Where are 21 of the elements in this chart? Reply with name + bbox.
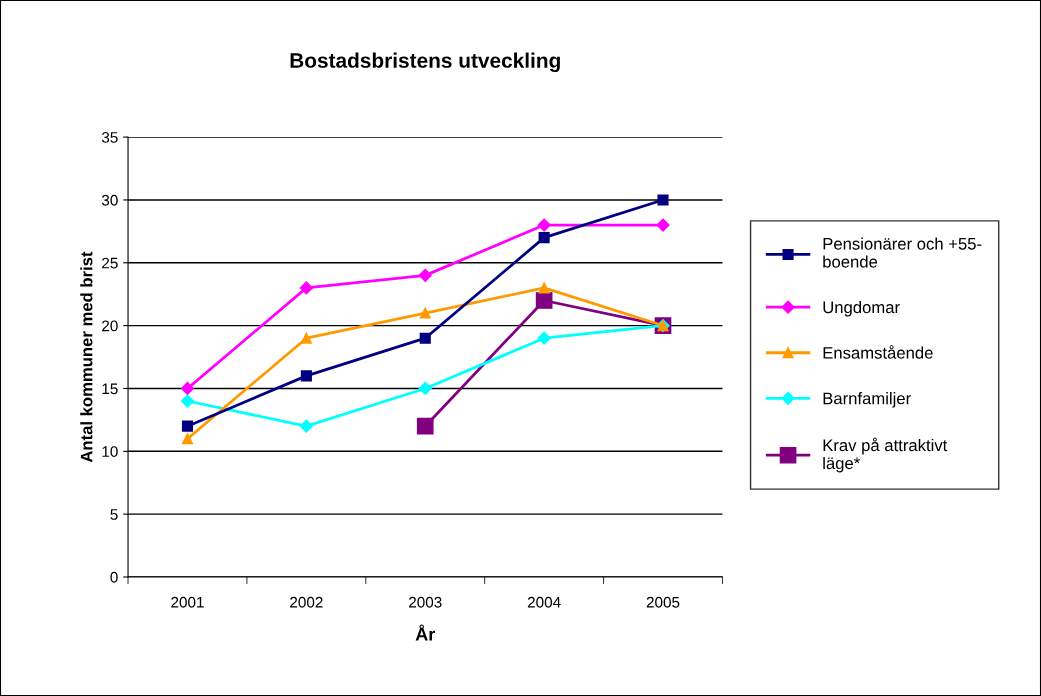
y-tick-label: 5 xyxy=(110,509,118,520)
x-axis-title: År xyxy=(415,624,436,641)
legend-label: Barnfamiljer xyxy=(823,392,911,408)
y-tick-label: 35 xyxy=(101,131,118,143)
y-tick-label: 20 xyxy=(102,320,118,332)
x-tick-label: 2001 xyxy=(171,596,204,608)
chart-title: Bostadsbristens utveckling xyxy=(290,52,560,73)
legend-label: Pensionärer och +55-boende xyxy=(823,237,982,268)
legend-label: Krav på attraktivt läge* xyxy=(823,437,948,473)
y-tick-label: 0 xyxy=(110,571,118,583)
legend-label: Ensamstående xyxy=(823,345,933,359)
y-tick-label: 10 xyxy=(102,446,118,457)
y-tick-label: 30 xyxy=(101,194,118,206)
x-tick-label: 2003 xyxy=(409,596,442,608)
y-tick-label: 25 xyxy=(102,257,118,269)
x-tick-label: 2005 xyxy=(646,596,680,608)
x-tick-label: 2002 xyxy=(290,596,323,608)
y-tick-label: 15 xyxy=(102,383,118,395)
x-tick-label: 2004 xyxy=(527,596,561,608)
legend-label: Ungdomar xyxy=(823,300,900,317)
y-axis-title: Antal kommuner med brist xyxy=(80,251,93,463)
